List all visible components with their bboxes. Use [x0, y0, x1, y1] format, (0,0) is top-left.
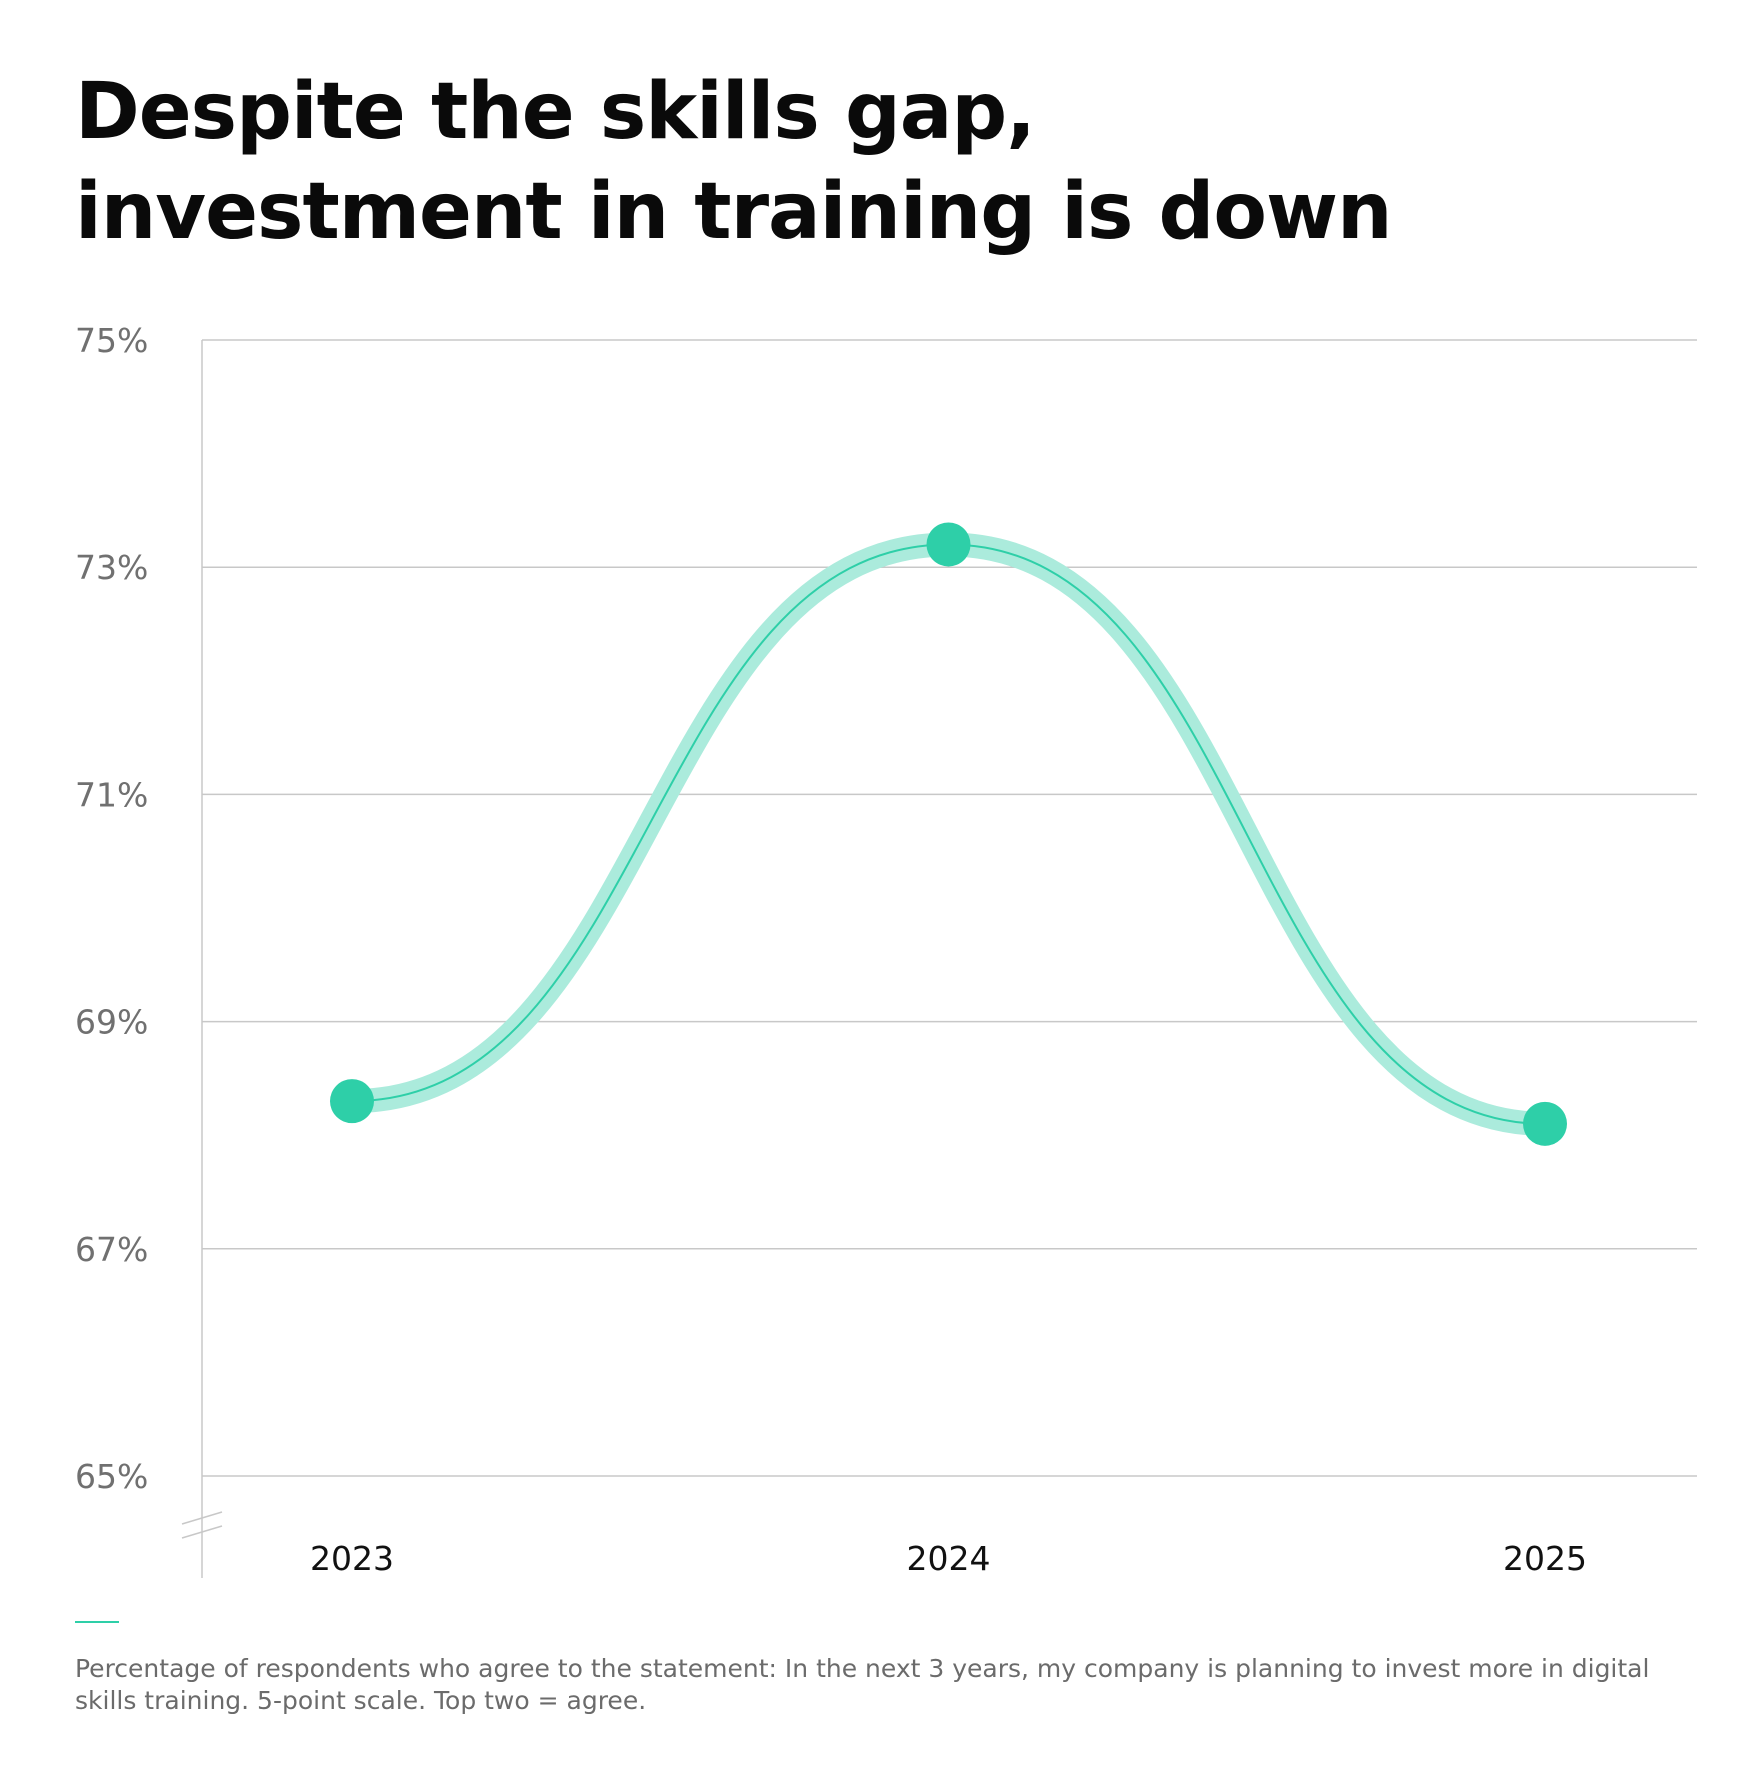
- x-category-label-2024: 2024: [907, 1539, 991, 1578]
- footnote: Percentage of respondents who agree to t…: [75, 1654, 1650, 1715]
- axis-break-marker: [181, 1511, 223, 1539]
- y-tick-label-73: 73%: [75, 548, 148, 587]
- y-tick-label-69: 69%: [75, 1003, 148, 1042]
- y-tick-label-65: 65%: [75, 1457, 148, 1496]
- data-points: [330, 522, 1567, 1146]
- axis-break-slash-1: [181, 1511, 223, 1525]
- y-axis-tick-labels: 65% 67% 69% 71% 73% 75%: [75, 321, 148, 1496]
- line-chart: 65% 67% 69% 71% 73% 75% 2023 2024 2025: [75, 321, 1697, 1578]
- y-tick-label-67: 67%: [75, 1230, 148, 1269]
- y-tick-label-75: 75%: [75, 321, 148, 360]
- x-category-label-2023: 2023: [310, 1539, 394, 1578]
- grid-lines: [202, 339, 1697, 1477]
- footnote-accent-rule: [75, 1621, 119, 1623]
- chart-title-line-2: investment in training is down: [75, 167, 1393, 257]
- series-line-band: [340, 532, 1557, 1136]
- series-layer: [340, 532, 1557, 1136]
- y-tick-label-71: 71%: [75, 775, 148, 814]
- axis-break-slash-2: [181, 1525, 223, 1539]
- data-point-2024: [926, 522, 971, 567]
- chart-title: Despite the skills gap, investment in tr…: [75, 62, 1675, 262]
- data-point-2025: [1523, 1101, 1567, 1146]
- x-category-label-2025: 2025: [1503, 1539, 1587, 1578]
- chart-title-line-1: Despite the skills gap,: [75, 67, 1036, 157]
- data-point-2023: [330, 1079, 374, 1124]
- x-axis-category-labels: 2023 2024 2025: [310, 1539, 1587, 1578]
